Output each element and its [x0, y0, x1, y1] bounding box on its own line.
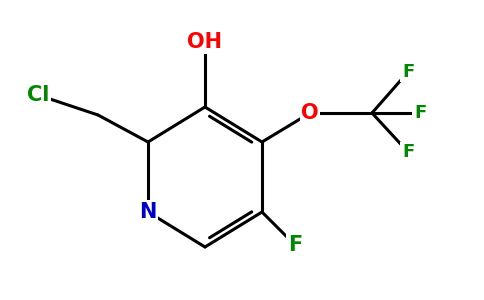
Text: F: F — [402, 143, 414, 161]
Text: N: N — [139, 202, 157, 222]
Text: Cl: Cl — [27, 85, 49, 105]
Text: OH: OH — [187, 32, 223, 52]
Text: F: F — [288, 235, 302, 255]
Text: O: O — [301, 103, 319, 123]
Text: F: F — [414, 104, 426, 122]
Text: F: F — [402, 63, 414, 81]
